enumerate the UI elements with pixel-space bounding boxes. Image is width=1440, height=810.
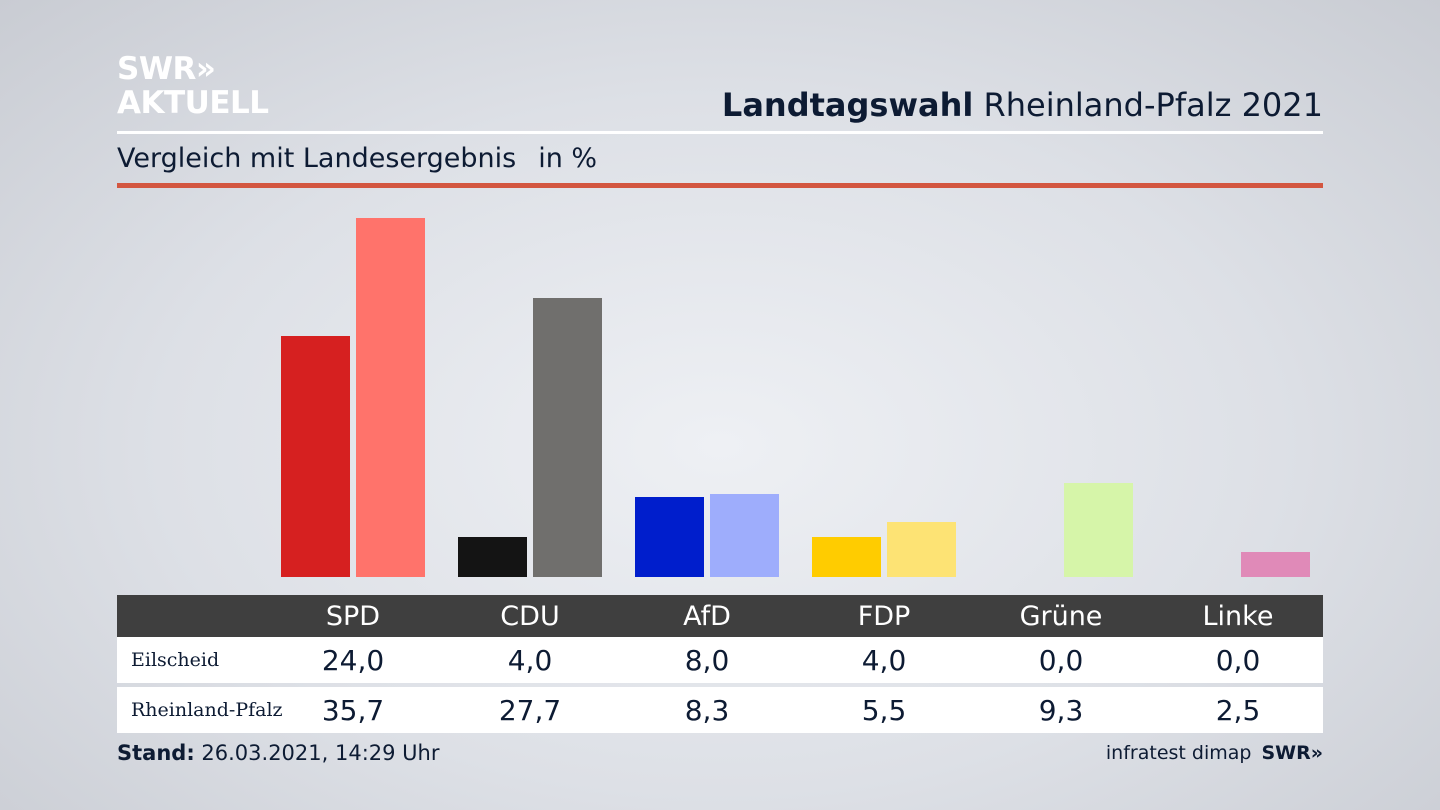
value-cell-linke: 0,0 [1215, 643, 1261, 677]
bar-cdu-eilscheid [458, 537, 527, 577]
value-cell-gruene: 0,0 [1038, 643, 1084, 677]
column-header-fdp: FDP [857, 600, 911, 632]
bar-spd-rheinland-pfalz [356, 218, 425, 577]
table-row: Rheinland-Pfalz 35,7 27,7 8,3 5,5 9,3 2,5 [117, 687, 1323, 733]
subtitle-unit: in % [538, 143, 598, 174]
value-cell-fdp: 4,0 [861, 643, 907, 677]
value-cell-gruene: 9,3 [1038, 693, 1084, 727]
timestamp: Stand: 26.03.2021, 14:29 Uhr [117, 741, 440, 765]
stand-label: Stand: [117, 741, 195, 765]
column-header-spd: SPD [325, 600, 381, 632]
logo-line-2: AKTUELL [117, 85, 269, 121]
bar-afd-rheinland-pfalz [710, 494, 779, 577]
page-title: Landtagswahl Rheinland-Pfalz 2021 [722, 86, 1323, 124]
bar-gruene-rheinland-pfalz [1064, 483, 1133, 577]
bar-cdu-rheinland-pfalz [533, 298, 602, 577]
value-cell-afd: 8,3 [684, 693, 730, 727]
stand-value: 26.03.2021, 14:29 Uhr [194, 741, 440, 765]
value-cell-cdu: 4,0 [507, 643, 553, 677]
row-label: Eilscheid [131, 649, 220, 671]
results-table: SPD CDU AfD FDP Grüne Linke Eilscheid 24,0 4,0 8… [117, 595, 1323, 733]
title-divider [117, 131, 1323, 134]
row-label: Rheinland-Pfalz [131, 699, 283, 721]
column-header-linke: Linke [1202, 600, 1274, 632]
swr-aktuell-logo: SWR» AKTUELL [117, 54, 269, 119]
source-text: infratest dimap [1105, 742, 1252, 764]
table-row: Eilscheid 24,0 4,0 8,0 4,0 0,0 0,0 [117, 637, 1323, 683]
column-header-cdu: CDU [500, 600, 560, 632]
title-rest: Rheinland-Pfalz 2021 [973, 86, 1323, 124]
subtitle-divider [117, 183, 1323, 188]
table-header: SPD CDU AfD FDP Grüne Linke [117, 595, 1323, 637]
column-header-afd: AfD [683, 600, 731, 632]
source-credit: infratest dimap SWR» [1106, 742, 1323, 764]
value-cell-fdp: 5,5 [861, 693, 907, 727]
bar-chart [281, 218, 1310, 577]
subtitle-text: Vergleich mit Landesergebnis [117, 143, 517, 174]
bar-spd-eilscheid [281, 336, 350, 577]
swr-brand: SWR» [1261, 742, 1323, 764]
value-cell-spd: 24,0 [321, 643, 385, 677]
value-cell-cdu: 27,7 [498, 693, 562, 727]
chart-subtitle: Vergleich mit Landesergebnis in % [117, 143, 597, 174]
logo-line-1: SWR» [117, 51, 216, 87]
value-cell-afd: 8,0 [684, 643, 730, 677]
value-cell-linke: 2,5 [1215, 693, 1261, 727]
bar-fdp-eilscheid [812, 537, 881, 577]
column-header-gruene: Grüne [1019, 600, 1103, 632]
bar-linke-rheinland-pfalz [1241, 552, 1310, 577]
value-cell-spd: 35,7 [321, 693, 385, 727]
bar-afd-eilscheid [635, 497, 704, 577]
title-bold: Landtagswahl [721, 86, 974, 124]
bar-fdp-rheinland-pfalz [887, 522, 956, 577]
